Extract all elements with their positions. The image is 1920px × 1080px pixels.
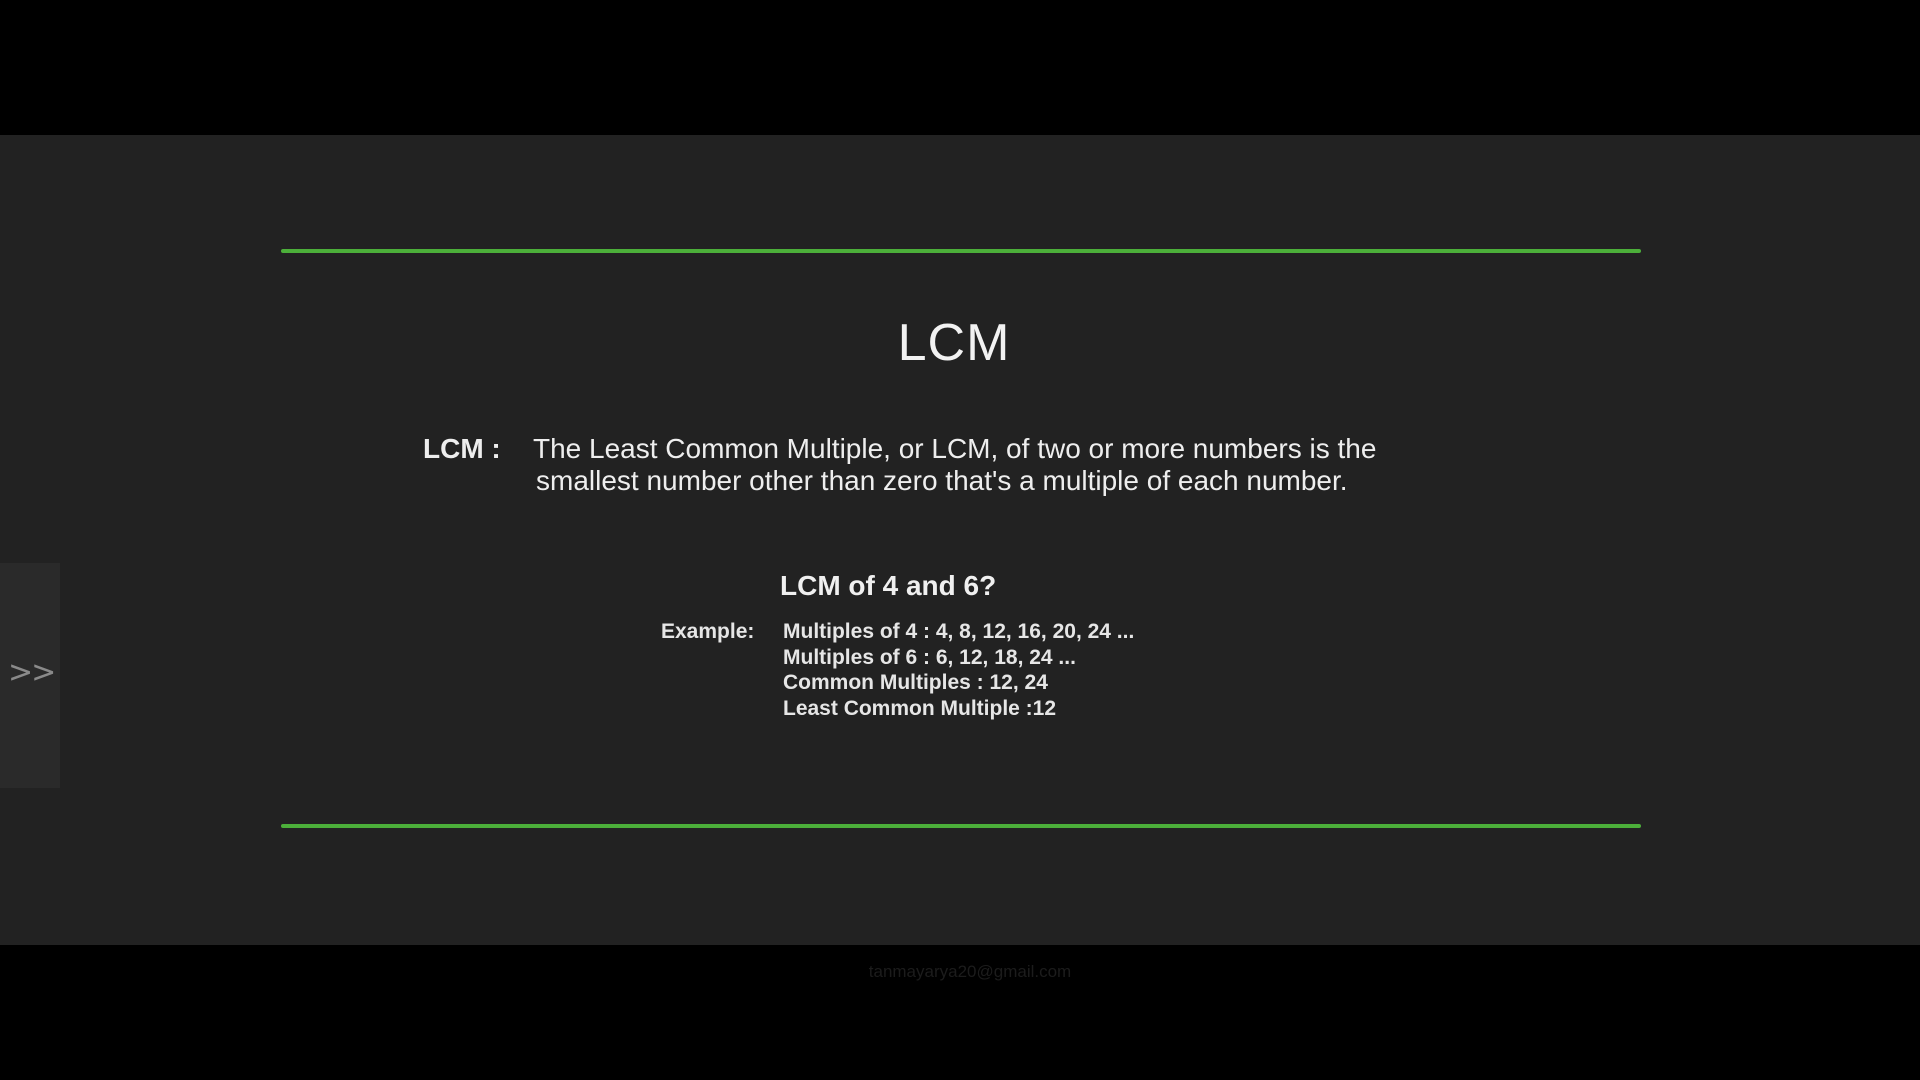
example-lines: Multiples of 4 : 4, 8, 12, 16, 20, 24 ..… xyxy=(783,619,1134,721)
bottom-accent-rule xyxy=(281,824,1641,828)
example-line-multiples-of-4: Multiples of 4 : 4, 8, 12, 16, 20, 24 ..… xyxy=(783,620,1135,643)
double-chevron-right-icon: >> xyxy=(8,655,56,690)
slide-title: LCM xyxy=(897,314,1011,372)
watermark-email: tanmayarya20@gmail.com xyxy=(868,962,1072,981)
definition-term: LCM : xyxy=(423,433,501,464)
definition-line-1: The Least Common Multiple, or LCM, of tw… xyxy=(533,433,1377,464)
presentation-slide: LCM LCM : The Least Common Multiple, or … xyxy=(0,135,1920,945)
example-line-least-common-multiple: Least Common Multiple :12 xyxy=(783,696,1057,720)
side-panel-toggle[interactable]: >> xyxy=(0,563,60,788)
example-label: Example: xyxy=(661,620,755,643)
example-line-multiples-of-6: Multiples of 6 : 6, 12, 18, 24 ... xyxy=(783,645,1076,669)
top-accent-rule xyxy=(281,249,1641,253)
example-question: LCM of 4 and 6? xyxy=(780,570,997,601)
example-line-common-multiples: Common Multiples : 12, 24 xyxy=(783,671,1048,694)
definition-line-2: smallest number other than zero that's a… xyxy=(536,465,1348,496)
